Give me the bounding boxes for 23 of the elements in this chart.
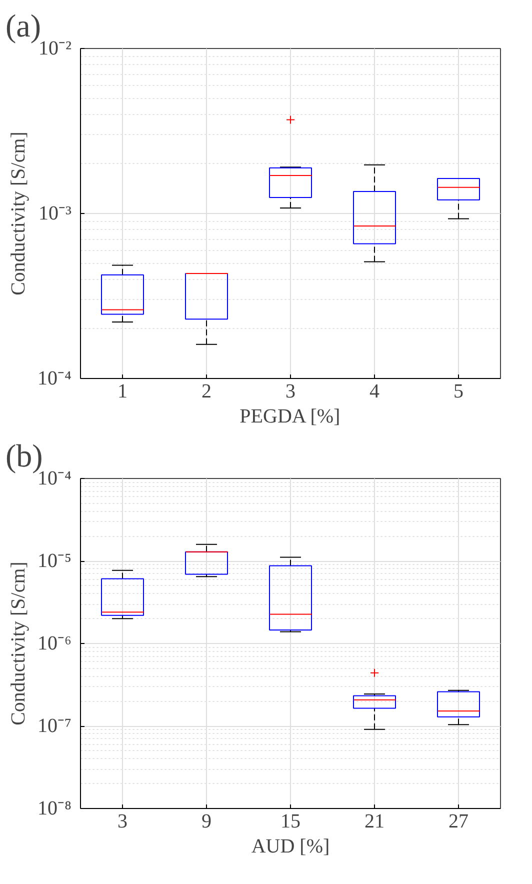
y-tick-label: 10⁻⁵ (38, 550, 72, 572)
x-axis-title: PEGDA [%] (240, 406, 340, 428)
x-tick-label: 15 (280, 810, 300, 832)
y-tick-label: 10⁻⁷ (38, 715, 72, 737)
x-tick-label: 9 (202, 810, 212, 832)
x-tick-label: 3 (286, 380, 296, 402)
y-tick-label: 10⁻⁴ (38, 368, 72, 390)
x-tick-label: 21 (364, 810, 384, 832)
y-tick-label: 10⁻⁸ (38, 798, 72, 820)
x-tick-label: 1 (118, 380, 128, 402)
y-tick-label: 10⁻² (38, 38, 72, 60)
x-tick-label: 27 (448, 810, 468, 832)
y-axis-title: Conductivity [S/cm] (8, 562, 30, 726)
chart-title: (a) (6, 8, 42, 44)
x-axis-title: AUD [%] (251, 836, 330, 858)
x-tick-label: 3 (118, 810, 128, 832)
x-tick-label: 2 (202, 380, 212, 402)
y-tick-label: 10⁻⁶ (38, 632, 72, 654)
y-axis-title: Conductivity [S/cm] (8, 132, 30, 296)
chart-title: (b) (6, 438, 43, 474)
x-tick-label: 5 (454, 380, 464, 402)
x-tick-label: 4 (370, 380, 380, 402)
y-tick-label: 10⁻³ (38, 202, 72, 224)
